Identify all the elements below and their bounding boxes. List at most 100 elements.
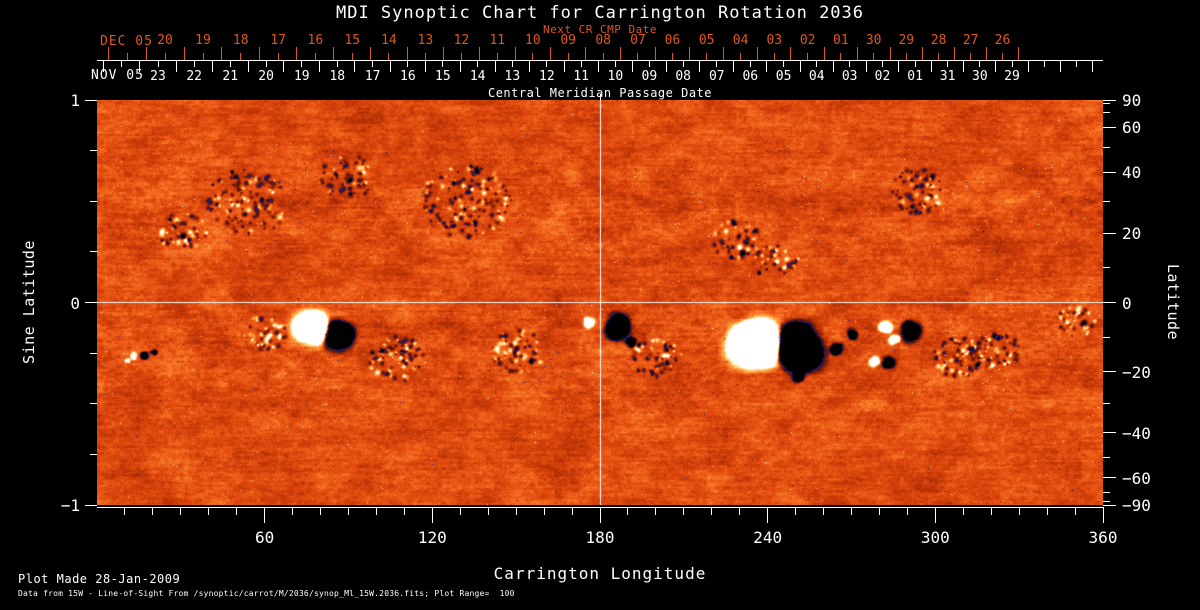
sine-lat-major-tick [85,504,97,506]
cmp-minor-tick [716,61,718,67]
next-cr-minor-tick [202,53,204,60]
footer-plot-made: Plot Made 28-Jan-2009 [18,572,181,586]
next-cr-minor-tick [1001,53,1003,60]
cmp-day-label: 16 [400,69,416,84]
sine-lat-minor-tick [90,352,97,354]
next-cr-day-tick [756,47,758,60]
cmp-day-tick [963,60,965,72]
next-cr-day-label: 29 [898,33,915,48]
latitude-minor-tick [1103,200,1110,202]
cmp-minor-tick [749,61,751,67]
next-cr-day-tick [689,47,691,60]
cmp-day-label: 15 [435,69,451,84]
cmp-minor-tick [882,61,883,67]
latitude-major-tick [1103,232,1116,234]
cmp-day-label: 19 [293,69,310,84]
sine-lat-label: 0 [70,293,80,313]
latitude-label: −40 [1122,423,1151,443]
longitude-minor-tick [878,507,880,515]
longitude-major-tick [767,507,769,523]
cmp-minor-tick [157,61,159,67]
latitude-minor-tick [1103,111,1110,113]
next-cr-day-tick [296,47,298,60]
cmp-day-tick [733,60,735,72]
cmp-day-label: 10 [607,69,624,84]
cmp-day-label: 01 [907,69,923,84]
next-cr-day-tick [856,47,858,60]
next-cr-day-label: 10 [525,33,541,48]
next-cr-day-tick [790,47,792,60]
cmp-minor-tick [816,61,818,67]
next-cr-minor-tick [240,53,242,60]
next-cr-day-label: 09 [560,33,576,48]
next-cr-day-label: 30 [865,33,882,48]
next-cr-day-tick [954,47,956,60]
latitude-minor-tick [1103,337,1110,339]
latitude-label: 20 [1122,224,1142,244]
next-cr-minor-tick [388,53,390,60]
cmp-minor-tick [1075,61,1077,67]
longitude-minor-tick [1074,507,1076,515]
next-cr-minor-tick [460,53,462,60]
cmp-minor-tick [229,61,231,67]
next-cr-day-tick [478,47,480,60]
cmp-day-tick [354,60,356,72]
next-cr-day-label: 02 [799,33,816,48]
sine-lat-minor-tick [90,453,97,455]
cmp-day-label: 21 [222,69,239,84]
left-axis-title: Sine Latitude [20,240,38,364]
cmp-day-tick [1059,60,1061,72]
cmp-day-tick [898,60,900,72]
latitude-label: 60 [1122,118,1142,138]
cmp-minor-tick [442,61,444,67]
next-cr-day-label: 16 [307,33,324,48]
cmp-day-label: 23 [150,69,166,84]
cmp-minor-tick [407,61,409,67]
next-cr-day-tick [107,47,109,60]
longitude-minor-tick [823,507,825,515]
next-cr-minor-tick [602,53,604,60]
latitude-major-tick [1103,171,1116,173]
cmp-day-tick [597,60,599,72]
longitude-minor-tick [962,507,964,515]
latitude-minor-tick [1103,146,1110,148]
longitude-minor-tick [403,507,405,515]
cmp-day-tick [529,60,531,72]
latitude-minor-tick [1103,457,1110,459]
meridian-180-marker [599,94,601,100]
next-cr-day-tick [550,47,551,60]
cmp-minor-tick [914,61,916,67]
next-cr-day-tick [258,47,260,60]
longitude-label: 300 [920,528,950,547]
next-cr-day-tick [823,47,825,60]
next-cr-minor-tick [873,53,875,60]
cmp-day-label: 08 [675,69,691,84]
next-cr-day-tick [514,47,516,60]
next-cr-day-label: 01 [833,33,849,48]
cmp-day-label: 06 [742,69,759,84]
cmp-day-label: 14 [469,69,486,84]
latitude-major-tick [1103,477,1116,479]
next-cr-day-tick [333,47,335,60]
cmp-minor-tick [979,61,981,67]
longitude-minor-tick [459,507,461,515]
longitude-minor-tick [627,507,629,515]
cmp-day-label: 31 [939,69,956,84]
next-cr-day-label: 20 [157,33,173,48]
next-cr-minor-tick [351,53,353,60]
cmp-minor-tick [511,61,513,67]
cmp-minor-tick [783,61,785,67]
next-cr-day-tick [620,47,622,60]
longitude-minor-tick [543,507,545,515]
next-cr-day-tick [889,47,891,60]
longitude-major-tick [1102,507,1104,523]
cmp-day-label: 11 [573,69,589,84]
cmp-minor-tick [849,61,851,67]
cmp-minor-tick [301,61,303,67]
cmp-day-label: 30 [972,69,988,84]
cmp-day-tick [283,60,285,72]
longitude-minor-tick [292,507,294,515]
next-cr-minor-tick [424,53,426,60]
longitude-minor-tick [795,507,797,515]
